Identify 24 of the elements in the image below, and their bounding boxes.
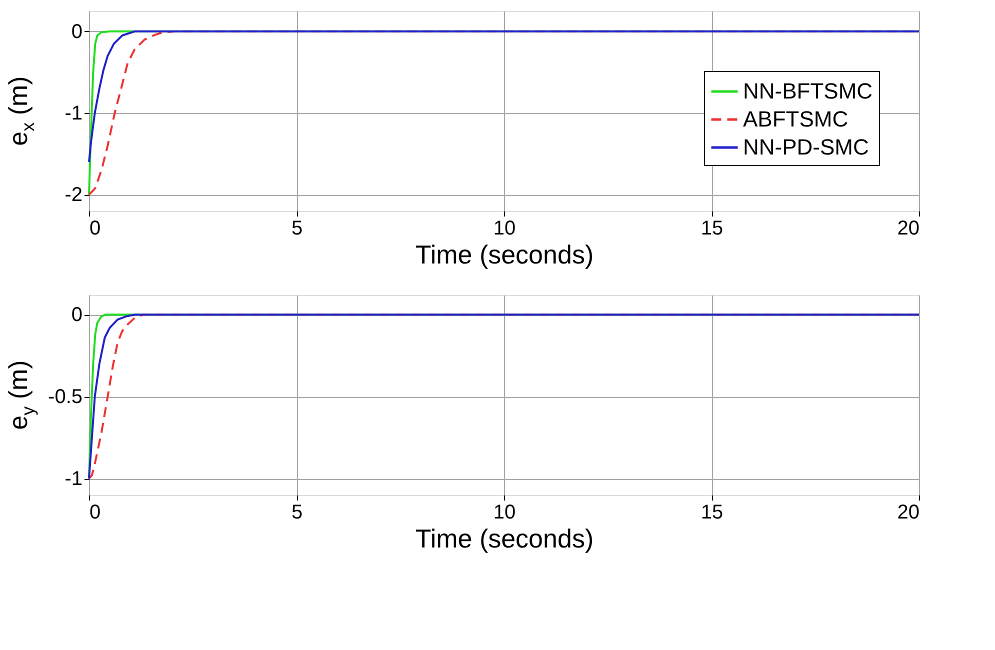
x-tick-label: 0 xyxy=(90,218,101,240)
legend-label: ABFTSMC xyxy=(743,106,848,132)
x-tick-label: 20 xyxy=(897,502,920,524)
y-axis-title: ey (m) xyxy=(3,360,38,430)
x-tick-label: 0 xyxy=(90,502,101,524)
y-tick-label: -1 xyxy=(64,468,82,490)
y-tick-label: -0.5 xyxy=(48,386,82,408)
y-tick-label: 0 xyxy=(71,304,82,326)
y-axis-title: ex (m) xyxy=(3,76,38,146)
x-tick-label: 5 xyxy=(291,218,303,240)
legend-label: NN-PD-SMC xyxy=(743,134,869,160)
y-tick-label: 0 xyxy=(71,20,82,43)
x-axis-title: Time (seconds) xyxy=(415,524,594,554)
legend-label: NN-BFTSMC xyxy=(743,78,873,104)
y-tick-label: -1 xyxy=(64,102,82,125)
x-tick-label: 10 xyxy=(493,502,516,524)
x-tick-label: 10 xyxy=(493,218,516,240)
x-axis-title: Time (seconds) xyxy=(415,240,594,270)
y-tick-label: -2 xyxy=(64,184,82,206)
x-tick-label: 15 xyxy=(700,502,724,524)
x-tick-label: 5 xyxy=(291,502,303,524)
x-tick-label: 20 xyxy=(897,218,920,240)
x-tick-label: 15 xyxy=(700,218,724,240)
line-series xyxy=(88,30,920,164)
